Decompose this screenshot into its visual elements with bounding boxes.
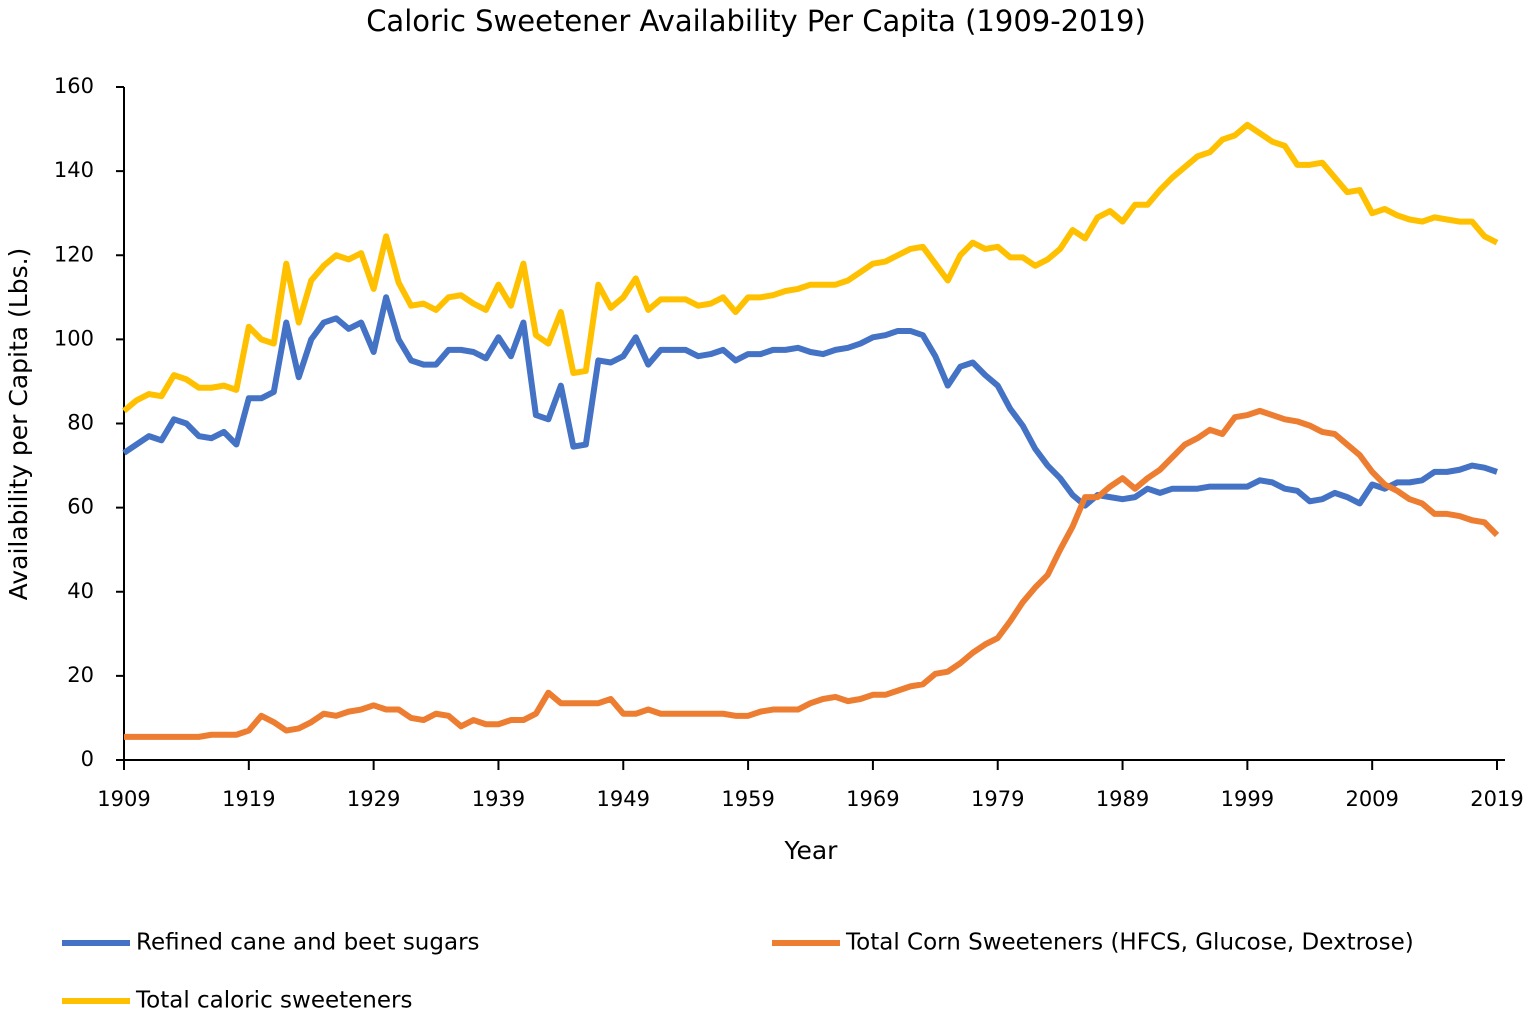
x-axis-title: Year (784, 836, 839, 865)
x-tick-label: 1979 (971, 787, 1024, 811)
y-tick-label: 40 (67, 579, 94, 603)
series-line (124, 407, 1500, 740)
x-tick-label: 1919 (222, 787, 275, 811)
legend-label: Refined cane and beet sugars (136, 930, 480, 956)
x-tick-label: 1929 (347, 787, 400, 811)
x-tick-label: 2009 (1345, 787, 1398, 811)
y-tick-label: 140 (54, 158, 94, 182)
x-tick-label: 1909 (97, 787, 150, 811)
x-tick-label: 1989 (1096, 787, 1149, 811)
x-tick-label: 1969 (846, 787, 899, 811)
x-tick-label: 1939 (472, 787, 525, 811)
x-tick-label: 2019 (1470, 787, 1523, 811)
legend-label: Total Corn Sweeteners (HFCS, Glucose, De… (845, 930, 1414, 956)
y-tick-label: 20 (67, 663, 94, 687)
y-tick-label: 60 (67, 495, 94, 519)
series-line (122, 294, 1498, 509)
legend-label: Total caloric sweeteners (135, 988, 412, 1014)
y-tick-label: 160 (54, 74, 94, 98)
y-tick-label: 0 (81, 747, 94, 771)
series-line (122, 121, 1499, 414)
x-tick-label: 1949 (597, 787, 650, 811)
y-tick-label: 120 (54, 242, 94, 266)
y-axis-title: Availability per Capita (Lbs.) (4, 248, 33, 601)
x-tick-label: 1999 (1221, 787, 1274, 811)
x-tick-label: 1959 (721, 787, 774, 811)
chart-title: Caloric Sweetener Availability Per Capit… (366, 4, 1146, 38)
y-tick-label: 80 (67, 411, 94, 435)
y-tick-label: 100 (54, 326, 94, 350)
